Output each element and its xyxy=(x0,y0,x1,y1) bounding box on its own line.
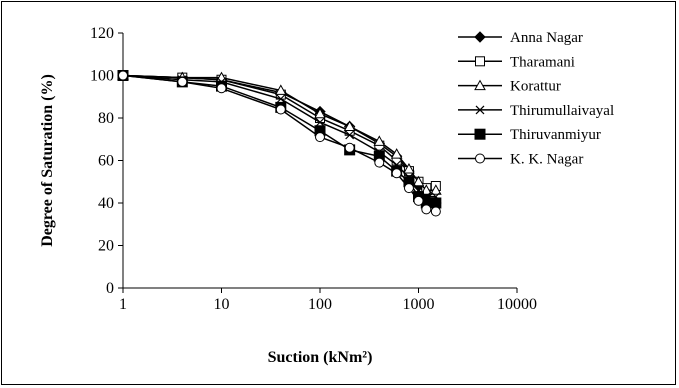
data-point xyxy=(118,70,128,81)
y-tick-label: 100 xyxy=(90,68,114,85)
legend-entry: Thiruvanmiyur xyxy=(458,127,601,143)
legend-marker xyxy=(474,31,486,43)
data-point xyxy=(315,117,325,127)
legend-label: Thiruvanmiyur xyxy=(510,127,601,143)
data-point xyxy=(391,168,402,179)
data-point xyxy=(373,135,386,146)
legend-entry: Thirumullaivayal xyxy=(458,103,614,119)
y-tick-label: 60 xyxy=(98,153,114,170)
legend-marker xyxy=(475,105,485,115)
y-tick-label: 80 xyxy=(98,110,114,127)
x-axis-title: Suction (kNm²) xyxy=(268,349,373,366)
x-marker-stroke xyxy=(345,130,355,140)
x-tick-label: 1 xyxy=(119,296,127,313)
legend-marker xyxy=(474,79,486,91)
x-tick-label: 10 xyxy=(214,296,230,313)
legend-label: Tharamani xyxy=(510,54,575,70)
x-marker-stroke xyxy=(475,105,485,115)
legend-label: Thirumullaivayal xyxy=(510,103,614,119)
data-point xyxy=(275,104,286,115)
y-tick-label: 20 xyxy=(98,238,114,255)
data-point xyxy=(430,206,441,217)
data-point xyxy=(429,184,442,195)
legend-entry: K. K. Nagar xyxy=(458,152,583,168)
legend: Anna Nagar Tharamani Korattur Thirumullaiva… xyxy=(458,30,614,168)
legend-entry: Anna Nagar xyxy=(458,30,583,46)
legend-label: Korattur xyxy=(510,79,561,95)
data-point xyxy=(413,195,424,206)
y-tick-label: 0 xyxy=(106,280,114,297)
data-point xyxy=(177,76,188,87)
data-point xyxy=(344,142,355,153)
legend-label: Anna Nagar xyxy=(510,30,583,46)
legend-marker xyxy=(475,153,485,164)
x-tick-label: 10000 xyxy=(497,296,537,313)
y-axis-title: Degree of Saturation (%) xyxy=(39,74,56,247)
data-point xyxy=(421,204,432,215)
legend-entry: Tharamani xyxy=(458,54,575,70)
data-point xyxy=(345,130,355,140)
data-point xyxy=(274,84,287,95)
data-point xyxy=(343,120,356,131)
y-tick-label: 40 xyxy=(98,195,114,212)
data-point xyxy=(374,157,385,168)
legend-label: K. K. Nagar xyxy=(510,152,583,168)
legend-marker xyxy=(474,128,486,140)
x-tick-label: 100 xyxy=(308,296,332,313)
data-point xyxy=(276,94,286,104)
data-point xyxy=(216,83,227,94)
series-k-k-nagar xyxy=(118,70,441,217)
x-marker-stroke xyxy=(276,94,286,104)
data-point xyxy=(314,107,326,119)
data-point xyxy=(390,148,403,159)
x-tick-label: 1000 xyxy=(403,296,435,313)
data-point xyxy=(403,183,414,194)
x-marker-stroke xyxy=(315,117,325,127)
y-tick-label: 120 xyxy=(90,25,114,42)
series-layer xyxy=(117,69,442,217)
data-point xyxy=(315,132,325,143)
data-point xyxy=(412,175,425,187)
legend-marker xyxy=(475,56,485,67)
legend-entry: Korattur xyxy=(458,79,561,95)
data-point xyxy=(403,162,415,174)
